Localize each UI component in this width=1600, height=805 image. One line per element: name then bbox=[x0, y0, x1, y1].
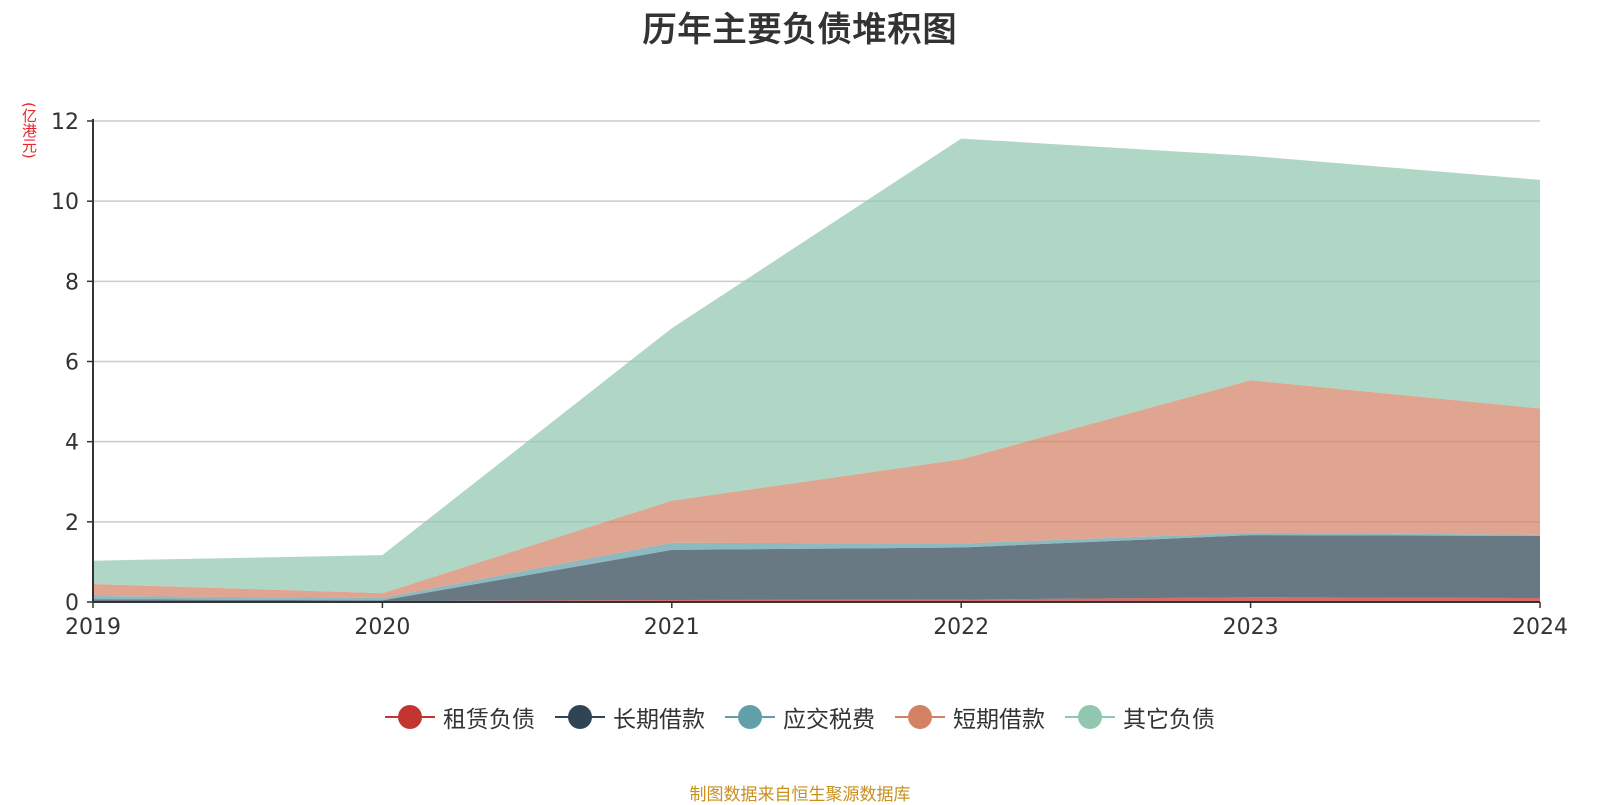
x-tick-label: 2020 bbox=[354, 615, 410, 640]
x-tick-label: 2021 bbox=[644, 615, 700, 640]
legend-marker-icon bbox=[1065, 703, 1115, 731]
x-tick-label: 2024 bbox=[1512, 615, 1568, 640]
legend-label: 长期借款 bbox=[613, 707, 705, 733]
legend-marker-icon bbox=[385, 703, 435, 731]
legend-label: 应交税费 bbox=[783, 707, 875, 733]
y-tick-label: 0 bbox=[65, 591, 79, 616]
area-series-2 bbox=[93, 532, 1540, 601]
tick-labels: 0 2 4 6 8 10 12 2019 2020 2021 2022 2023 2024 bbox=[51, 110, 1568, 640]
legend-item-2[interactable]: 应交税费 bbox=[725, 700, 875, 734]
y-tick-label: 2 bbox=[65, 511, 79, 536]
x-tick-label: 2019 bbox=[65, 615, 121, 640]
y-tick-label: 4 bbox=[65, 431, 79, 456]
legend-label: 其它负债 bbox=[1123, 707, 1215, 733]
legend-item-4[interactable]: 其它负债 bbox=[1065, 700, 1215, 734]
legend-marker-icon bbox=[895, 703, 945, 731]
legend: 租赁负债 长期借款 应交税费 短期借款 其它负债 bbox=[0, 700, 1600, 734]
y-tick-label: 8 bbox=[65, 270, 79, 295]
area-series-0 bbox=[93, 597, 1540, 602]
y-tick-label: 10 bbox=[51, 190, 79, 215]
area-series bbox=[93, 138, 1540, 602]
area-series-3 bbox=[93, 380, 1540, 598]
y-axis-unit-label: (亿港元) bbox=[20, 102, 38, 159]
legend-item-3[interactable]: 短期借款 bbox=[895, 700, 1045, 734]
source-note: 制图数据来自恒生聚源数据库 bbox=[689, 785, 911, 805]
legend-marker-icon bbox=[555, 703, 605, 731]
y-tick-label: 6 bbox=[65, 351, 79, 376]
x-tick-label: 2022 bbox=[933, 615, 989, 640]
y-tick-label: 12 bbox=[51, 110, 79, 135]
legend-item-1[interactable]: 长期借款 bbox=[555, 700, 705, 734]
legend-item-0[interactable]: 租赁负债 bbox=[385, 700, 535, 734]
legend-marker-icon bbox=[725, 703, 775, 731]
axes bbox=[87, 119, 1541, 608]
area-series-1 bbox=[93, 535, 1540, 602]
legend-label: 短期借款 bbox=[953, 707, 1045, 733]
x-tick-label: 2023 bbox=[1223, 615, 1279, 640]
chart-title: 历年主要负债堆积图 bbox=[642, 10, 958, 50]
area-series-4 bbox=[93, 138, 1540, 594]
legend-label: 租赁负债 bbox=[443, 707, 535, 733]
